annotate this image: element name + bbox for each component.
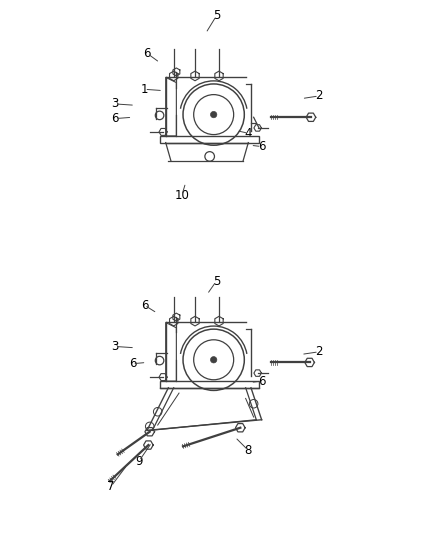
- Text: 3: 3: [111, 340, 119, 353]
- Text: 7: 7: [107, 480, 115, 493]
- Text: 8: 8: [245, 444, 252, 457]
- Circle shape: [211, 111, 217, 118]
- Text: 1: 1: [141, 83, 148, 96]
- Circle shape: [211, 357, 217, 363]
- Text: 3: 3: [111, 98, 119, 110]
- Text: 6: 6: [141, 298, 148, 312]
- Text: 6: 6: [111, 112, 119, 125]
- Text: 10: 10: [174, 189, 189, 203]
- Text: 6: 6: [129, 357, 136, 370]
- Text: 2: 2: [315, 90, 323, 102]
- Text: 5: 5: [212, 274, 220, 288]
- Text: 6: 6: [143, 47, 151, 60]
- Text: 5: 5: [212, 10, 220, 22]
- Text: 2: 2: [315, 345, 323, 358]
- Text: 4: 4: [244, 127, 252, 140]
- Text: 6: 6: [258, 375, 265, 387]
- Text: 6: 6: [258, 140, 265, 153]
- Text: 9: 9: [135, 455, 143, 467]
